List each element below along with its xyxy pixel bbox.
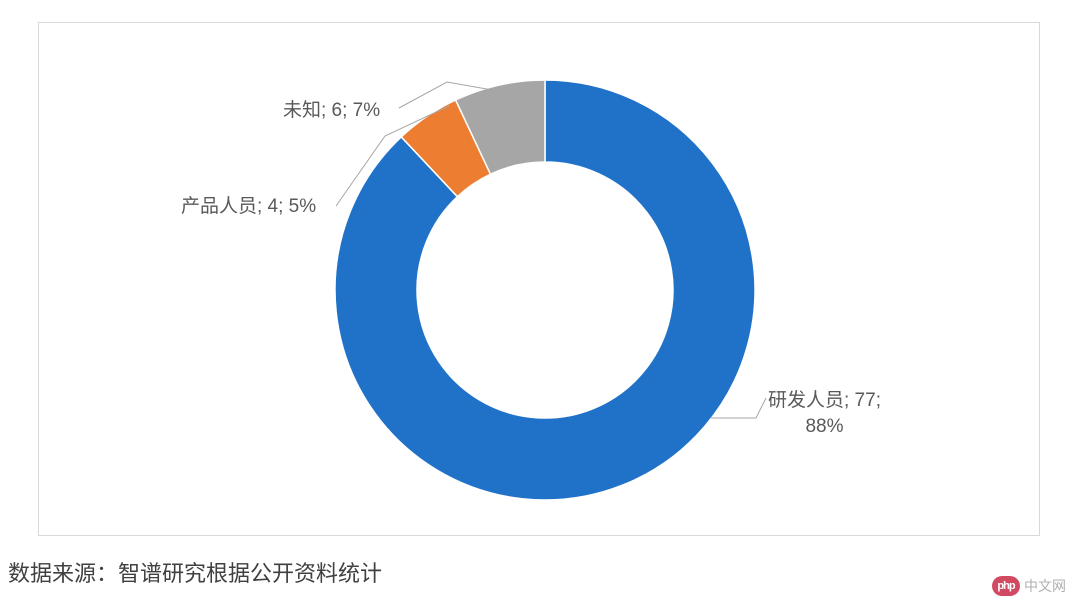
- php-logo-icon: php: [992, 576, 1020, 596]
- watermark-label: 中文网: [1024, 576, 1066, 596]
- source-note: 数据来源：智谱研究根据公开资料统计: [8, 556, 382, 588]
- slice-label: 产品人员; 4; 5%: [181, 194, 316, 220]
- slice-label: 研发人员; 77;88%: [768, 388, 881, 439]
- slice-label: 未知; 6; 7%: [283, 98, 380, 124]
- slice-label-line2: 88%: [805, 416, 843, 437]
- donut-chart: [0, 0, 1074, 602]
- watermark: php 中文网: [992, 576, 1066, 596]
